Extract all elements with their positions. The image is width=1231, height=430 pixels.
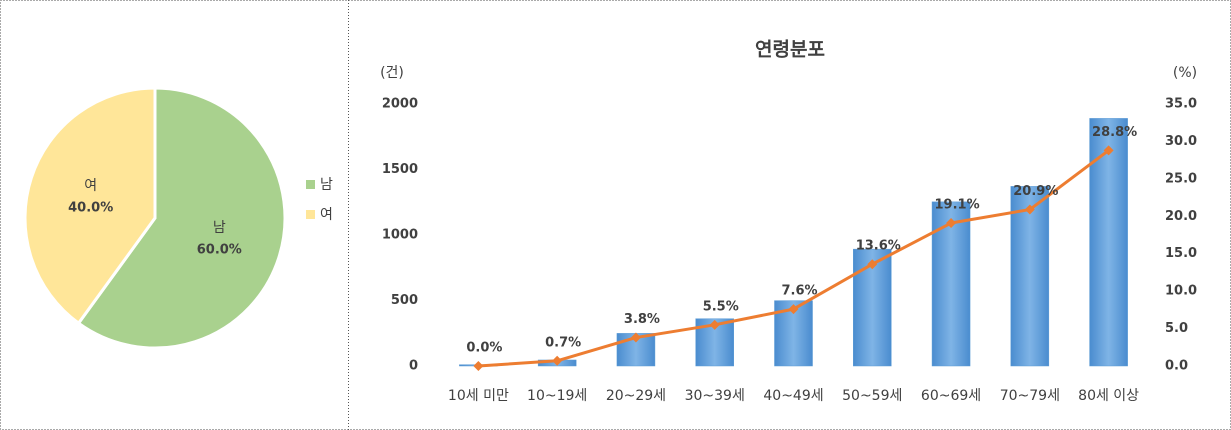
legend-swatch — [306, 180, 315, 189]
x-tick-label: 40~49세 — [763, 388, 823, 404]
chart-title: 연령분포 — [755, 39, 825, 61]
line-marker — [788, 304, 799, 315]
x-tick-label: 60~69세 — [921, 388, 981, 404]
data-label: 0.7% — [545, 335, 581, 350]
x-tick-label: 30~39세 — [685, 388, 745, 404]
data-label: 13.6% — [856, 239, 901, 254]
x-tick-label: 20~29세 — [606, 388, 666, 404]
slice-value-label: 40.0% — [68, 201, 113, 216]
line-marker — [709, 319, 720, 330]
x-tick-label: 70~79세 — [1000, 388, 1060, 404]
line-marker — [946, 218, 957, 229]
legend-swatch — [306, 210, 315, 219]
y2-axis-label: (%) — [1173, 65, 1197, 81]
pie-slice — [76, 86, 287, 350]
pie-slice — [23, 86, 157, 326]
y2-tick-label: 30.0 — [1165, 134, 1197, 149]
y2-tick-label: 20.0 — [1165, 209, 1197, 224]
slice-value-label: 60.0% — [197, 242, 242, 257]
line-marker — [552, 355, 563, 366]
bar — [1089, 118, 1128, 367]
legend-label: 여 — [320, 207, 333, 223]
data-label: 0.0% — [466, 341, 502, 356]
data-label: 3.8% — [624, 312, 660, 327]
y-axis-label: (건) — [380, 65, 404, 81]
y-tick-label: 0 — [409, 359, 418, 374]
line-marker — [1103, 145, 1114, 156]
y2-tick-label: 5.0 — [1165, 321, 1188, 336]
y-tick-label: 500 — [391, 293, 418, 308]
data-label: 19.1% — [935, 198, 980, 213]
x-tick-label: 10~19세 — [527, 388, 587, 404]
data-label: 28.8% — [1092, 125, 1137, 140]
slice-category: 여 — [84, 178, 97, 194]
y-tick-label: 2000 — [382, 97, 418, 112]
bar — [1010, 186, 1050, 367]
x-tick-label: 80세 이상 — [1078, 388, 1139, 404]
y2-tick-label: 35.0 — [1165, 97, 1197, 112]
x-tick-label: 10세 미만 — [448, 388, 509, 404]
y-tick-label: 1500 — [382, 162, 418, 177]
x-tick-label: 50~59세 — [842, 388, 902, 404]
slice-category: 남 — [213, 220, 226, 236]
data-label: 20.9% — [1013, 184, 1058, 199]
y2-tick-label: 10.0 — [1165, 284, 1197, 299]
data-label: 5.5% — [703, 299, 739, 314]
y2-tick-label: 25.0 — [1165, 171, 1197, 186]
line-marker — [473, 361, 484, 371]
line-marker — [867, 259, 878, 270]
legend-label: 남 — [320, 177, 333, 193]
line-marker — [630, 332, 641, 343]
y2-tick-label: 15.0 — [1165, 246, 1197, 261]
data-label: 7.6% — [781, 284, 817, 299]
line-marker — [1024, 204, 1035, 215]
y2-tick-label: 0.0 — [1165, 359, 1188, 374]
y-tick-label: 1000 — [382, 228, 418, 243]
